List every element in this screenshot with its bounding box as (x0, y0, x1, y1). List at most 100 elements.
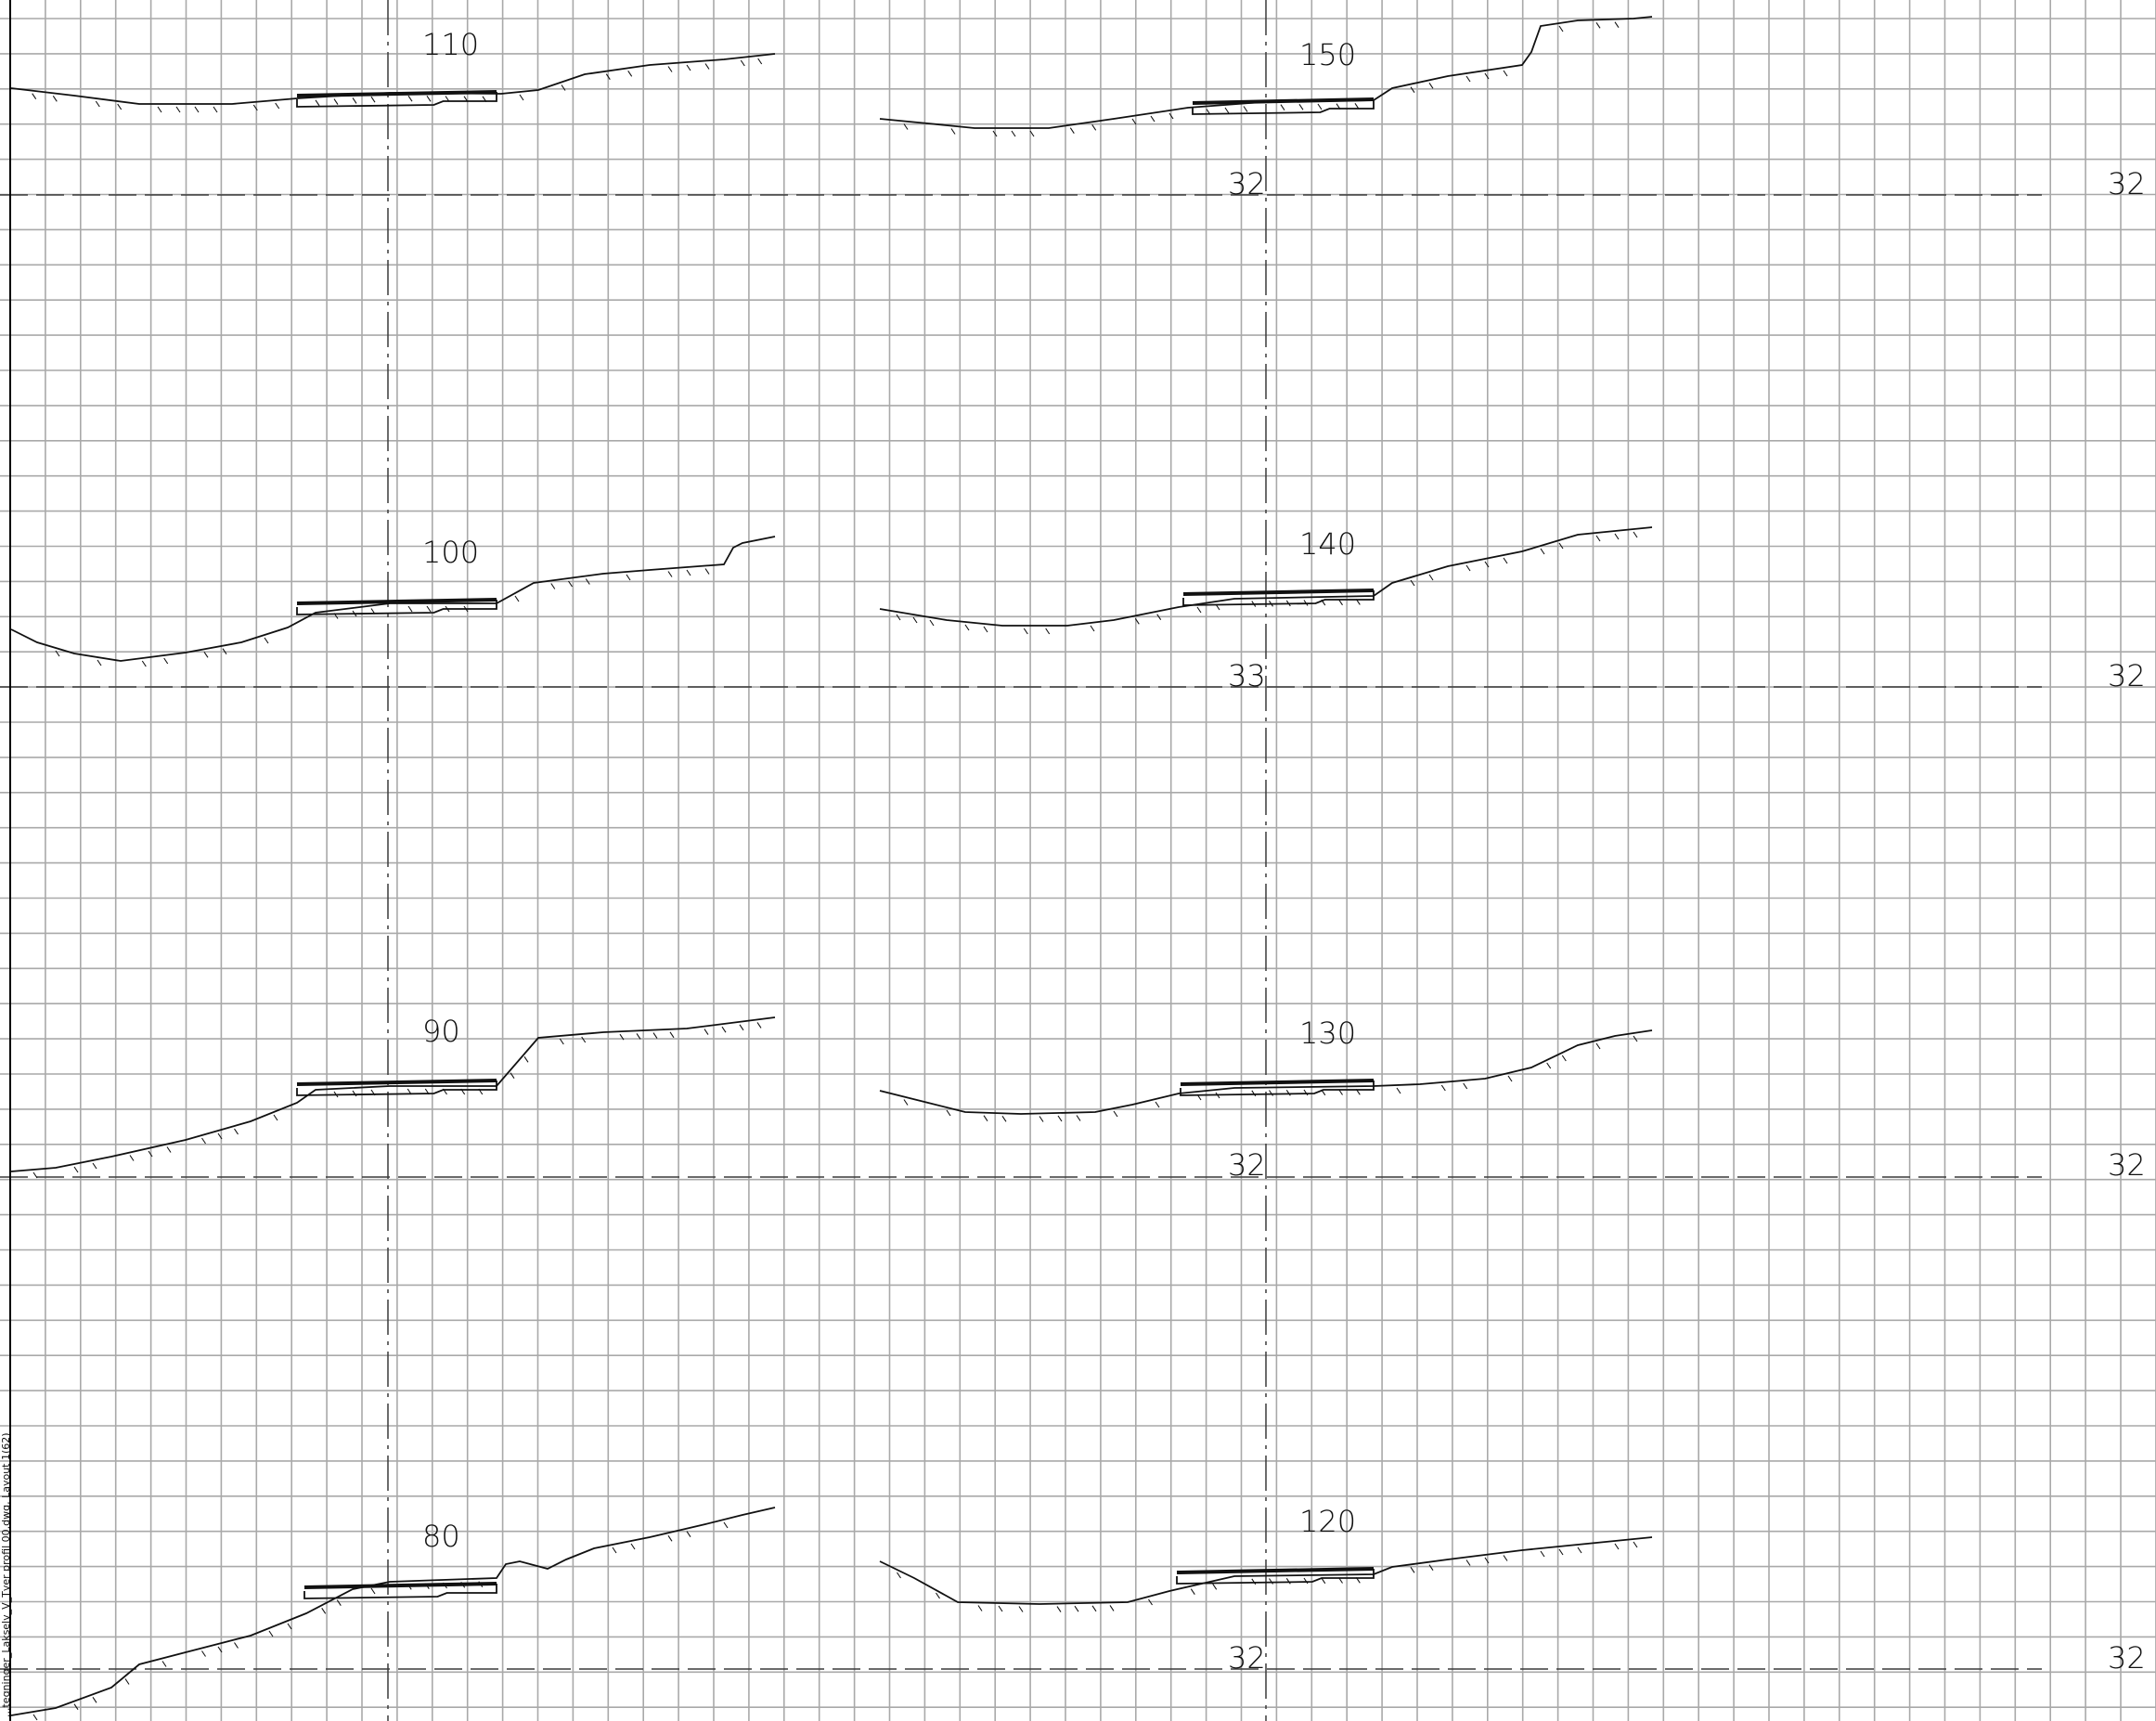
ground-hatch (73, 1166, 79, 1173)
ground-hatch (1190, 1588, 1195, 1596)
station-label-130: 130 (1299, 1016, 1356, 1051)
ground-hatch (194, 106, 200, 113)
ground-hatch (1633, 531, 1638, 538)
ground-hatch (723, 1521, 729, 1529)
ground-hatch (585, 578, 590, 585)
ground-hatch (626, 574, 631, 581)
ground-hatch (1018, 1606, 1024, 1612)
ground-hatch (32, 93, 37, 100)
station-label-110: 110 (422, 27, 479, 62)
ground-hatch (581, 1036, 587, 1043)
ground-hatch (129, 1155, 135, 1161)
ground-hatch (612, 1546, 617, 1554)
ground-hatch (163, 657, 169, 665)
ground-hatch (903, 123, 909, 130)
road-80-structure (303, 1584, 497, 1599)
ground-hatch (201, 1650, 206, 1657)
ground-hatch (1633, 1035, 1638, 1042)
ground-hatch (1465, 564, 1471, 572)
right-elevation-label-2: 32 (2108, 658, 2146, 693)
ground-hatch (203, 651, 209, 658)
ground-hatch (704, 568, 710, 575)
ground-hatch (1251, 1090, 1257, 1097)
ground-hatch (1410, 579, 1415, 587)
ground-hatch (1410, 1566, 1415, 1573)
road-110-surface (296, 90, 497, 97)
terrain-profile-120 (879, 1536, 1653, 1605)
labels-layer: 110 100 90 80 150 140 130 120 32 33 32 3… (0, 27, 2146, 1717)
ground-hatch (605, 73, 611, 81)
road-110-structure (296, 92, 497, 108)
ground-hatch (1011, 130, 1016, 137)
ground-hatch (1507, 1075, 1513, 1082)
ground-hatch (161, 1661, 167, 1667)
ground-hatch (510, 1072, 515, 1080)
ground-hatch (1410, 86, 1415, 94)
ground-hatch (1303, 1577, 1309, 1585)
cross-section-profiles (10, 16, 1653, 1721)
road-90-surface (296, 1079, 497, 1086)
road-150-structure (1192, 99, 1375, 115)
ground-hatch (977, 1605, 983, 1611)
ground-hatch (1614, 533, 1620, 540)
ground-hatch (92, 1162, 97, 1170)
ground-hatch (550, 583, 556, 589)
ground-hatch (1039, 1116, 1044, 1122)
ground-hatch (1131, 118, 1137, 125)
ground-hatch (1150, 115, 1155, 123)
station-label-100: 100 (422, 535, 479, 570)
ground-hatch (1577, 1546, 1582, 1554)
ground-hatch (1156, 614, 1162, 621)
ground-hatch (1168, 112, 1174, 120)
terrain-profile-150 (879, 16, 1653, 129)
ground-hatch (407, 95, 413, 102)
ground-hatch (1056, 1606, 1062, 1612)
ground-hatch (1614, 21, 1620, 29)
right-elevation-label-1: 32 (2108, 166, 2146, 201)
ground-hatch (1298, 103, 1304, 110)
ground-hatch (268, 1630, 274, 1637)
ground-hatch (1076, 1115, 1081, 1121)
ground-hatch (739, 1024, 744, 1031)
ground-hatch (946, 1109, 951, 1117)
ground-hatch (1134, 617, 1140, 625)
terrain-profile-110 (10, 53, 776, 105)
ground-hatch (964, 624, 970, 631)
ground-hatch (352, 97, 357, 104)
ground-hatch (896, 614, 901, 621)
ground-hatch (1540, 1550, 1545, 1558)
ground-hatch (217, 1132, 223, 1140)
elevation-label-140: 33 (1228, 658, 1266, 693)
ground-hatch (619, 1033, 625, 1041)
ground-hatch (756, 1022, 762, 1029)
ground-hatch (929, 619, 935, 627)
ground-hatch (213, 106, 218, 113)
ground-hatch (1484, 72, 1490, 80)
ground-hatch (1091, 1605, 1097, 1612)
ground-hatch (55, 650, 60, 657)
ground-hatch (1148, 1598, 1153, 1606)
ground-hatch (1540, 548, 1545, 555)
ground-hatch (983, 626, 988, 633)
ground-hatch (1113, 1110, 1118, 1118)
road-130-surface (1180, 1079, 1375, 1086)
ground-hatch (1285, 1089, 1291, 1096)
elevation-label-150: 32 (1228, 166, 1266, 201)
ground-hatch (1109, 1605, 1115, 1611)
road-80-surface (303, 1582, 497, 1589)
ground-hatch (652, 1032, 658, 1039)
ground-hatch (1303, 1089, 1309, 1096)
ground-hatch (1633, 1541, 1638, 1548)
ground-hatch (721, 1026, 727, 1033)
ground-hatch (117, 103, 123, 110)
road-100-surface (296, 598, 497, 605)
ground-hatch (561, 84, 566, 91)
ground-hatch (1212, 1583, 1218, 1590)
ground-hatch (222, 648, 227, 655)
ground-hatch (157, 106, 162, 113)
road-130-structure (1180, 1080, 1375, 1096)
ground-hatch (32, 1171, 38, 1179)
ground-hatch (1280, 104, 1285, 111)
ground-hatch (897, 1572, 901, 1579)
